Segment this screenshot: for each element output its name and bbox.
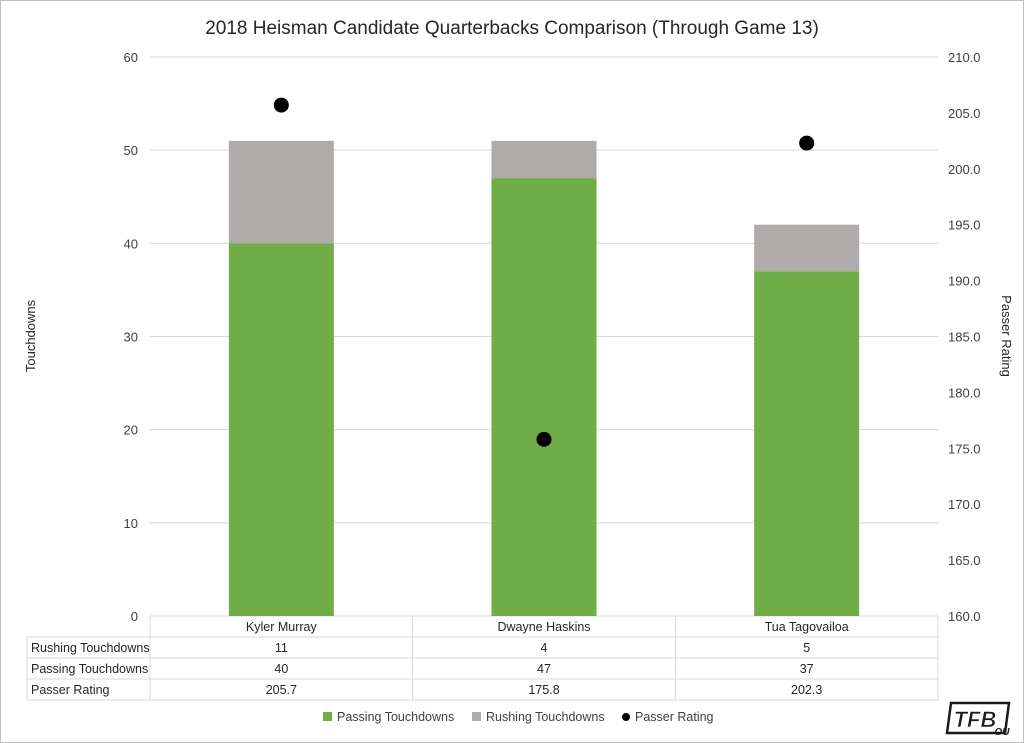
y-tick-label: 20 <box>124 423 138 438</box>
y2-tick-label: 190.0 <box>948 274 981 289</box>
y2-tick-label: 195.0 <box>948 218 981 233</box>
legend: Passing Touchdowns Rushing Touchdowns Pass… <box>323 710 714 724</box>
legend-label: Rushing Touchdowns <box>486 710 605 724</box>
y2-tick-label: 180.0 <box>948 385 981 400</box>
table-cell: 4 <box>541 641 548 655</box>
legend-label: Passer Rating <box>635 710 714 724</box>
legend-marker <box>622 713 630 721</box>
table-cell: 37 <box>800 662 814 676</box>
chart-title: 2018 Heisman Candidate Quarterbacks Comp… <box>205 18 819 39</box>
passer-rating-point <box>536 431 552 447</box>
table-row-label: Rushing Touchdowns <box>31 641 150 655</box>
y-tick-label: 10 <box>124 516 138 531</box>
y2-tick-label: 175.0 <box>948 441 981 456</box>
category-label: Dwayne Haskins <box>497 620 590 634</box>
bar-passing-touchdowns <box>754 271 860 616</box>
y-tick-label: 0 <box>131 609 138 624</box>
y2-axis-title: Passer Rating <box>999 295 1014 377</box>
table-cell: 175.8 <box>528 683 559 697</box>
bar-rushing-touchdowns <box>228 140 334 244</box>
y-tick-label: 60 <box>124 50 138 65</box>
y2-tick-label: 185.0 <box>948 330 981 345</box>
table-cell: 205.7 <box>266 683 297 697</box>
y-axis-right: 160.0 165.0 170.0 175.0 180.0 185.0 190.0 195.0… <box>948 50 981 624</box>
bar-rushing-touchdowns <box>491 140 597 179</box>
y-axis-title: Touchdowns <box>23 299 38 372</box>
y2-tick-label: 210.0 <box>948 50 981 65</box>
table-cell: 202.3 <box>791 683 822 697</box>
y-tick-label: 40 <box>124 236 138 251</box>
y-tick-label: 50 <box>124 143 138 158</box>
y2-tick-label: 160.0 <box>948 609 981 624</box>
table-row-label: Passing Touchdowns <box>31 662 148 676</box>
category-label: Kyler Murray <box>246 620 318 634</box>
y2-tick-label: 165.0 <box>948 553 981 568</box>
svg-text:OU: OU <box>995 727 1011 738</box>
passer-rating-points <box>273 97 815 447</box>
table-cell: 47 <box>537 662 551 676</box>
bar-series <box>228 140 860 617</box>
y2-tick-label: 205.0 <box>948 106 981 121</box>
passer-rating-point <box>799 135 815 151</box>
legend-marker <box>323 712 332 721</box>
table-row-label: Passer Rating <box>31 683 110 697</box>
data-table: Kyler Murray Dwayne Haskins Tua Tagovailoa… <box>26 616 939 701</box>
table-cell: 5 <box>803 641 810 655</box>
table-cell: 40 <box>274 662 288 676</box>
category-label: Tua Tagovailoa <box>765 620 849 634</box>
svg-text:TFB: TFB <box>954 707 997 732</box>
bar-rushing-touchdowns <box>754 224 860 272</box>
bar-passing-touchdowns <box>228 243 334 617</box>
y2-tick-label: 170.0 <box>948 497 981 512</box>
passer-rating-point <box>273 97 289 113</box>
y-axis-left: 0 10 20 30 40 50 60 <box>124 50 138 624</box>
legend-label: Passing Touchdowns <box>337 710 454 724</box>
bar-passing-touchdowns <box>491 178 597 616</box>
y-tick-label: 30 <box>124 330 138 345</box>
y2-tick-label: 200.0 <box>948 162 981 177</box>
table-cell: 11 <box>275 641 288 655</box>
legend-marker <box>472 712 481 721</box>
tfb-ou-logo: TFB OU <box>945 701 1011 738</box>
